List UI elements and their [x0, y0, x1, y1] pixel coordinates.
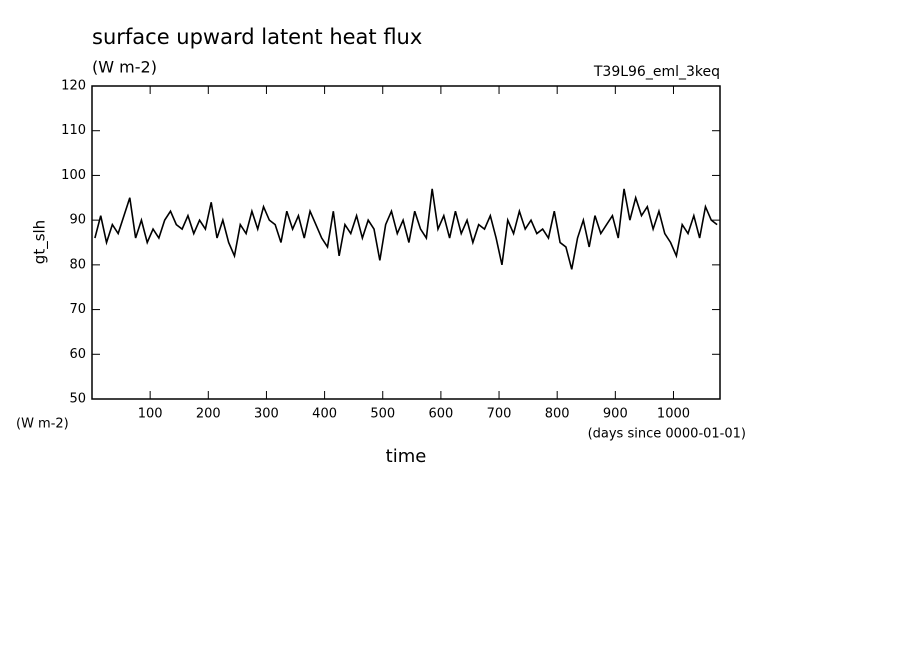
x-tick-label: 900 [603, 407, 628, 422]
data-line [94, 188, 718, 270]
y-tick-label: 70 [69, 302, 86, 317]
y-tick-label: 120 [61, 79, 86, 94]
y-axis-label: gt_slh [31, 220, 50, 264]
plot-frame [91, 85, 721, 400]
x-tick-label: 600 [428, 407, 453, 422]
run-label: T39L96_eml_3keq [593, 64, 720, 80]
y-tick-label: 60 [69, 347, 86, 362]
x-axis-label: time [386, 446, 427, 467]
y-tick-label: 80 [69, 257, 86, 272]
x-tick-label: 700 [487, 407, 512, 422]
chart-title: surface upward latent heat flux [92, 25, 422, 49]
x-units: (days since 0000-01-01) [588, 427, 746, 442]
x-tick-label: 800 [545, 407, 570, 422]
y-tick-label: 100 [61, 168, 86, 183]
units: (W m-2) [92, 58, 157, 77]
x-tick-label: 1000 [657, 407, 690, 422]
x-tick-label: 100 [138, 407, 163, 422]
y-tick-label: 90 [69, 213, 86, 228]
y-units: (W m-2) [16, 417, 69, 432]
x-tick-label: 400 [312, 407, 337, 422]
y-tick-label: 110 [61, 123, 86, 138]
y-tick-label: 50 [69, 392, 86, 407]
x-tick-label: 500 [370, 407, 395, 422]
x-tick-label: 300 [254, 407, 279, 422]
x-tick-label: 200 [196, 407, 221, 422]
